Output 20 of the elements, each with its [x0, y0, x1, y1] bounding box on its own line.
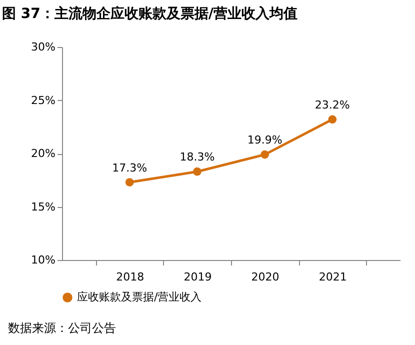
x-tick-label: 2019 [184, 270, 212, 284]
chart-title: 图 37：主流物企应收账款及票据/营业收入均值 [2, 5, 298, 22]
y-tick-label: 10% [31, 254, 56, 266]
data-label: 17.3% [112, 161, 148, 174]
y-tick-label: 30% [31, 40, 56, 54]
point [193, 167, 202, 176]
point [328, 115, 337, 124]
y-tick-label: 15% [31, 200, 56, 214]
x-tick-label: 2020 [251, 270, 280, 284]
y-tick-label: 20% [31, 147, 56, 160]
data-label: 18.3% [180, 150, 215, 164]
source-note: 数据来源：公司公告 [8, 321, 116, 335]
x-tick-label: 2018 [116, 270, 144, 284]
data-label: 19.9% [247, 134, 282, 147]
data-label: 23.2% [314, 98, 350, 112]
y-tick-label: 25% [31, 94, 56, 107]
legend-label: 应收账款及票据/营业收入 [77, 290, 202, 304]
x-tick-label: 2021 [318, 270, 347, 284]
point [260, 150, 269, 159]
point [125, 178, 134, 186]
